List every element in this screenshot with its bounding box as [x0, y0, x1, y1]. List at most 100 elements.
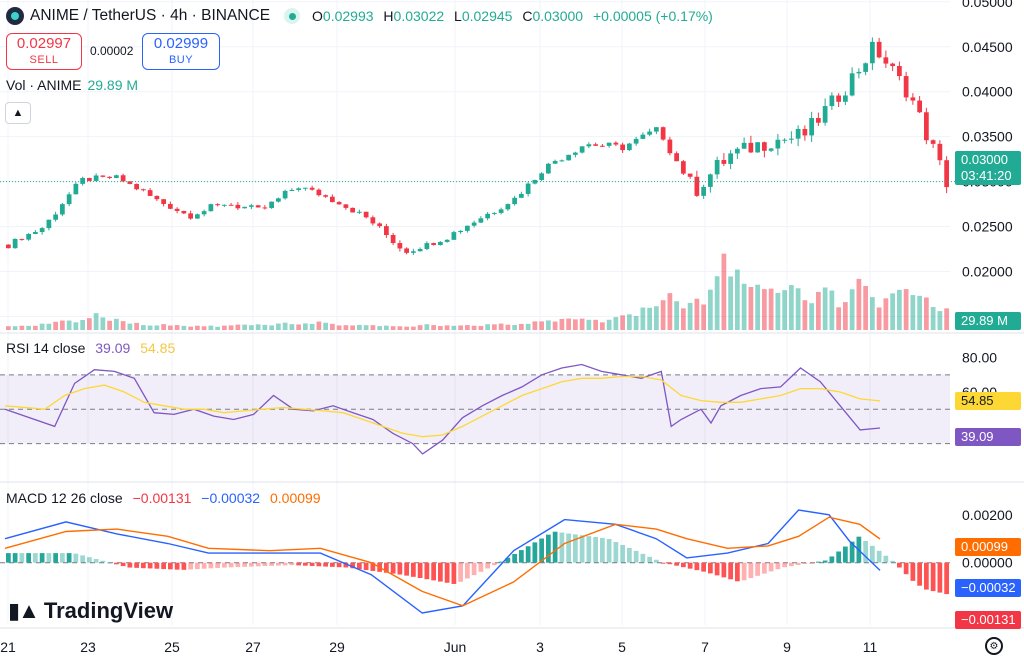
- macd-histogram-bar: [282, 562, 288, 566]
- candle-body: [154, 195, 160, 200]
- candle-body: [654, 127, 659, 132]
- macd-histogram-bar: [802, 562, 808, 564]
- candle-body: [269, 201, 274, 208]
- symbol-header: ANIME / TetherUS · 4h · BINANCE O0.02993…: [6, 3, 719, 29]
- volume-bar: [6, 326, 11, 330]
- volume-bar: [114, 318, 119, 330]
- candle-body: [6, 244, 11, 249]
- close-value: 0.03000: [532, 8, 584, 24]
- macd-histogram-bar: [451, 562, 457, 584]
- volume-bar: [222, 325, 227, 330]
- volume-bar: [512, 325, 517, 330]
- macd-histogram-bar: [114, 562, 119, 565]
- volume-bar: [46, 323, 52, 330]
- rsi-legend[interactable]: RSI 14 close 39.09 54.85: [6, 340, 175, 356]
- candle-body: [701, 186, 706, 196]
- macd-histogram-bar: [80, 555, 85, 563]
- sell-button[interactable]: 0.02997 SELL: [6, 33, 82, 70]
- macd-histogram-bar: [600, 537, 605, 563]
- chart-settings-button[interactable]: ⚙: [985, 637, 1003, 655]
- chevron-up-icon: ▲: [12, 107, 24, 119]
- candle-body: [937, 143, 943, 161]
- buy-button[interactable]: 0.02999 BUY: [142, 33, 220, 70]
- macd-histogram-bar: [350, 562, 355, 569]
- candle-body: [120, 175, 126, 182]
- close-label: C: [522, 8, 533, 24]
- x-axis-tick-label: 29: [329, 639, 345, 655]
- volume-bar: [701, 304, 706, 330]
- candle-body: [53, 214, 58, 220]
- volume-bar: [377, 326, 382, 330]
- volume-bar: [822, 287, 828, 330]
- signal-legend-value: 0.00099: [269, 490, 321, 506]
- candle-body: [66, 194, 72, 205]
- candle-body: [519, 193, 524, 198]
- candle-body: [458, 230, 463, 233]
- macd-legend[interactable]: MACD 12 26 close −0.00131 −0.00032 0.000…: [6, 490, 321, 506]
- buy-label: BUY: [168, 53, 194, 66]
- symbol-title[interactable]: ANIME / TetherUS · 4h · BINANCE: [30, 7, 271, 24]
- macd-histogram-bar: [6, 553, 11, 563]
- low-label: L: [454, 8, 462, 24]
- candle-body: [924, 112, 929, 141]
- candle-body: [809, 118, 814, 136]
- x-axis-tick-label: 23: [80, 639, 96, 655]
- macd-histogram-bar: [890, 560, 895, 563]
- candle-body: [816, 118, 821, 123]
- macd-histogram-bar: [694, 562, 700, 571]
- volume-bar: [505, 324, 511, 330]
- candle-body: [289, 189, 295, 191]
- macd-histogram-bar: [701, 562, 706, 572]
- candle-body: [714, 160, 720, 175]
- volume-bar: [863, 286, 868, 330]
- price-axis-tick-label: 0.04500: [962, 39, 1013, 55]
- volume-bar: [26, 325, 31, 330]
- market-status-icon[interactable]: [284, 8, 301, 24]
- macd-hist-legend-value: −0.00131: [132, 490, 192, 506]
- volume-bar: [924, 297, 929, 330]
- macd-histogram-bar: [397, 562, 403, 575]
- macd-histogram-bar: [195, 562, 200, 570]
- macd-histogram-bar: [417, 562, 423, 579]
- volume-bar: [654, 306, 659, 330]
- volume-bar: [735, 269, 740, 330]
- candle-body: [775, 139, 781, 149]
- volume-legend[interactable]: Vol · ANIME 29.89 M: [6, 77, 138, 93]
- price-axis-tick-label: 0.03500: [962, 129, 1013, 145]
- volume-bar: [620, 315, 625, 330]
- volume-bar: [208, 325, 214, 330]
- macd-histogram-bar: [255, 562, 261, 567]
- candle-body: [303, 187, 308, 189]
- candle-body: [735, 148, 740, 154]
- tradingview-logo[interactable]: ▮▲ TradingView: [8, 598, 173, 624]
- volume-bar: [485, 324, 490, 330]
- candle-body: [255, 205, 261, 208]
- macd-histogram-bar: [141, 562, 146, 569]
- volume-bar: [593, 319, 598, 330]
- macd-histogram-bar: [431, 562, 436, 581]
- volume-bar: [633, 315, 639, 330]
- volume-bar: [53, 321, 58, 330]
- volume-bar: [390, 326, 396, 330]
- volume-bar: [174, 325, 180, 330]
- collapse-legend-button[interactable]: ▲: [5, 102, 31, 124]
- volume-bar: [539, 321, 544, 330]
- macd-histogram-bar: [633, 550, 639, 563]
- candle-body: [498, 209, 504, 213]
- volume-bar: [552, 321, 558, 330]
- volume-bar: [903, 289, 909, 330]
- macd-line-legend-value: −0.00032: [201, 490, 261, 506]
- volume-bar: [309, 323, 315, 330]
- macd-histogram-bar: [215, 562, 220, 568]
- volume-bar: [249, 325, 254, 330]
- macd-axis-tick-label: 0.00200: [962, 507, 1013, 523]
- volume-bar: [910, 295, 916, 330]
- countdown-value: 03:41:20: [961, 168, 1012, 183]
- candle-body: [505, 204, 511, 210]
- volume-bar: [141, 325, 146, 330]
- x-axis-tick-label: 7: [701, 639, 709, 655]
- macd-histogram-bar: [465, 562, 470, 579]
- macd-legend-label: MACD 12 26 close: [6, 490, 123, 506]
- macd-histogram-bar: [12, 553, 18, 563]
